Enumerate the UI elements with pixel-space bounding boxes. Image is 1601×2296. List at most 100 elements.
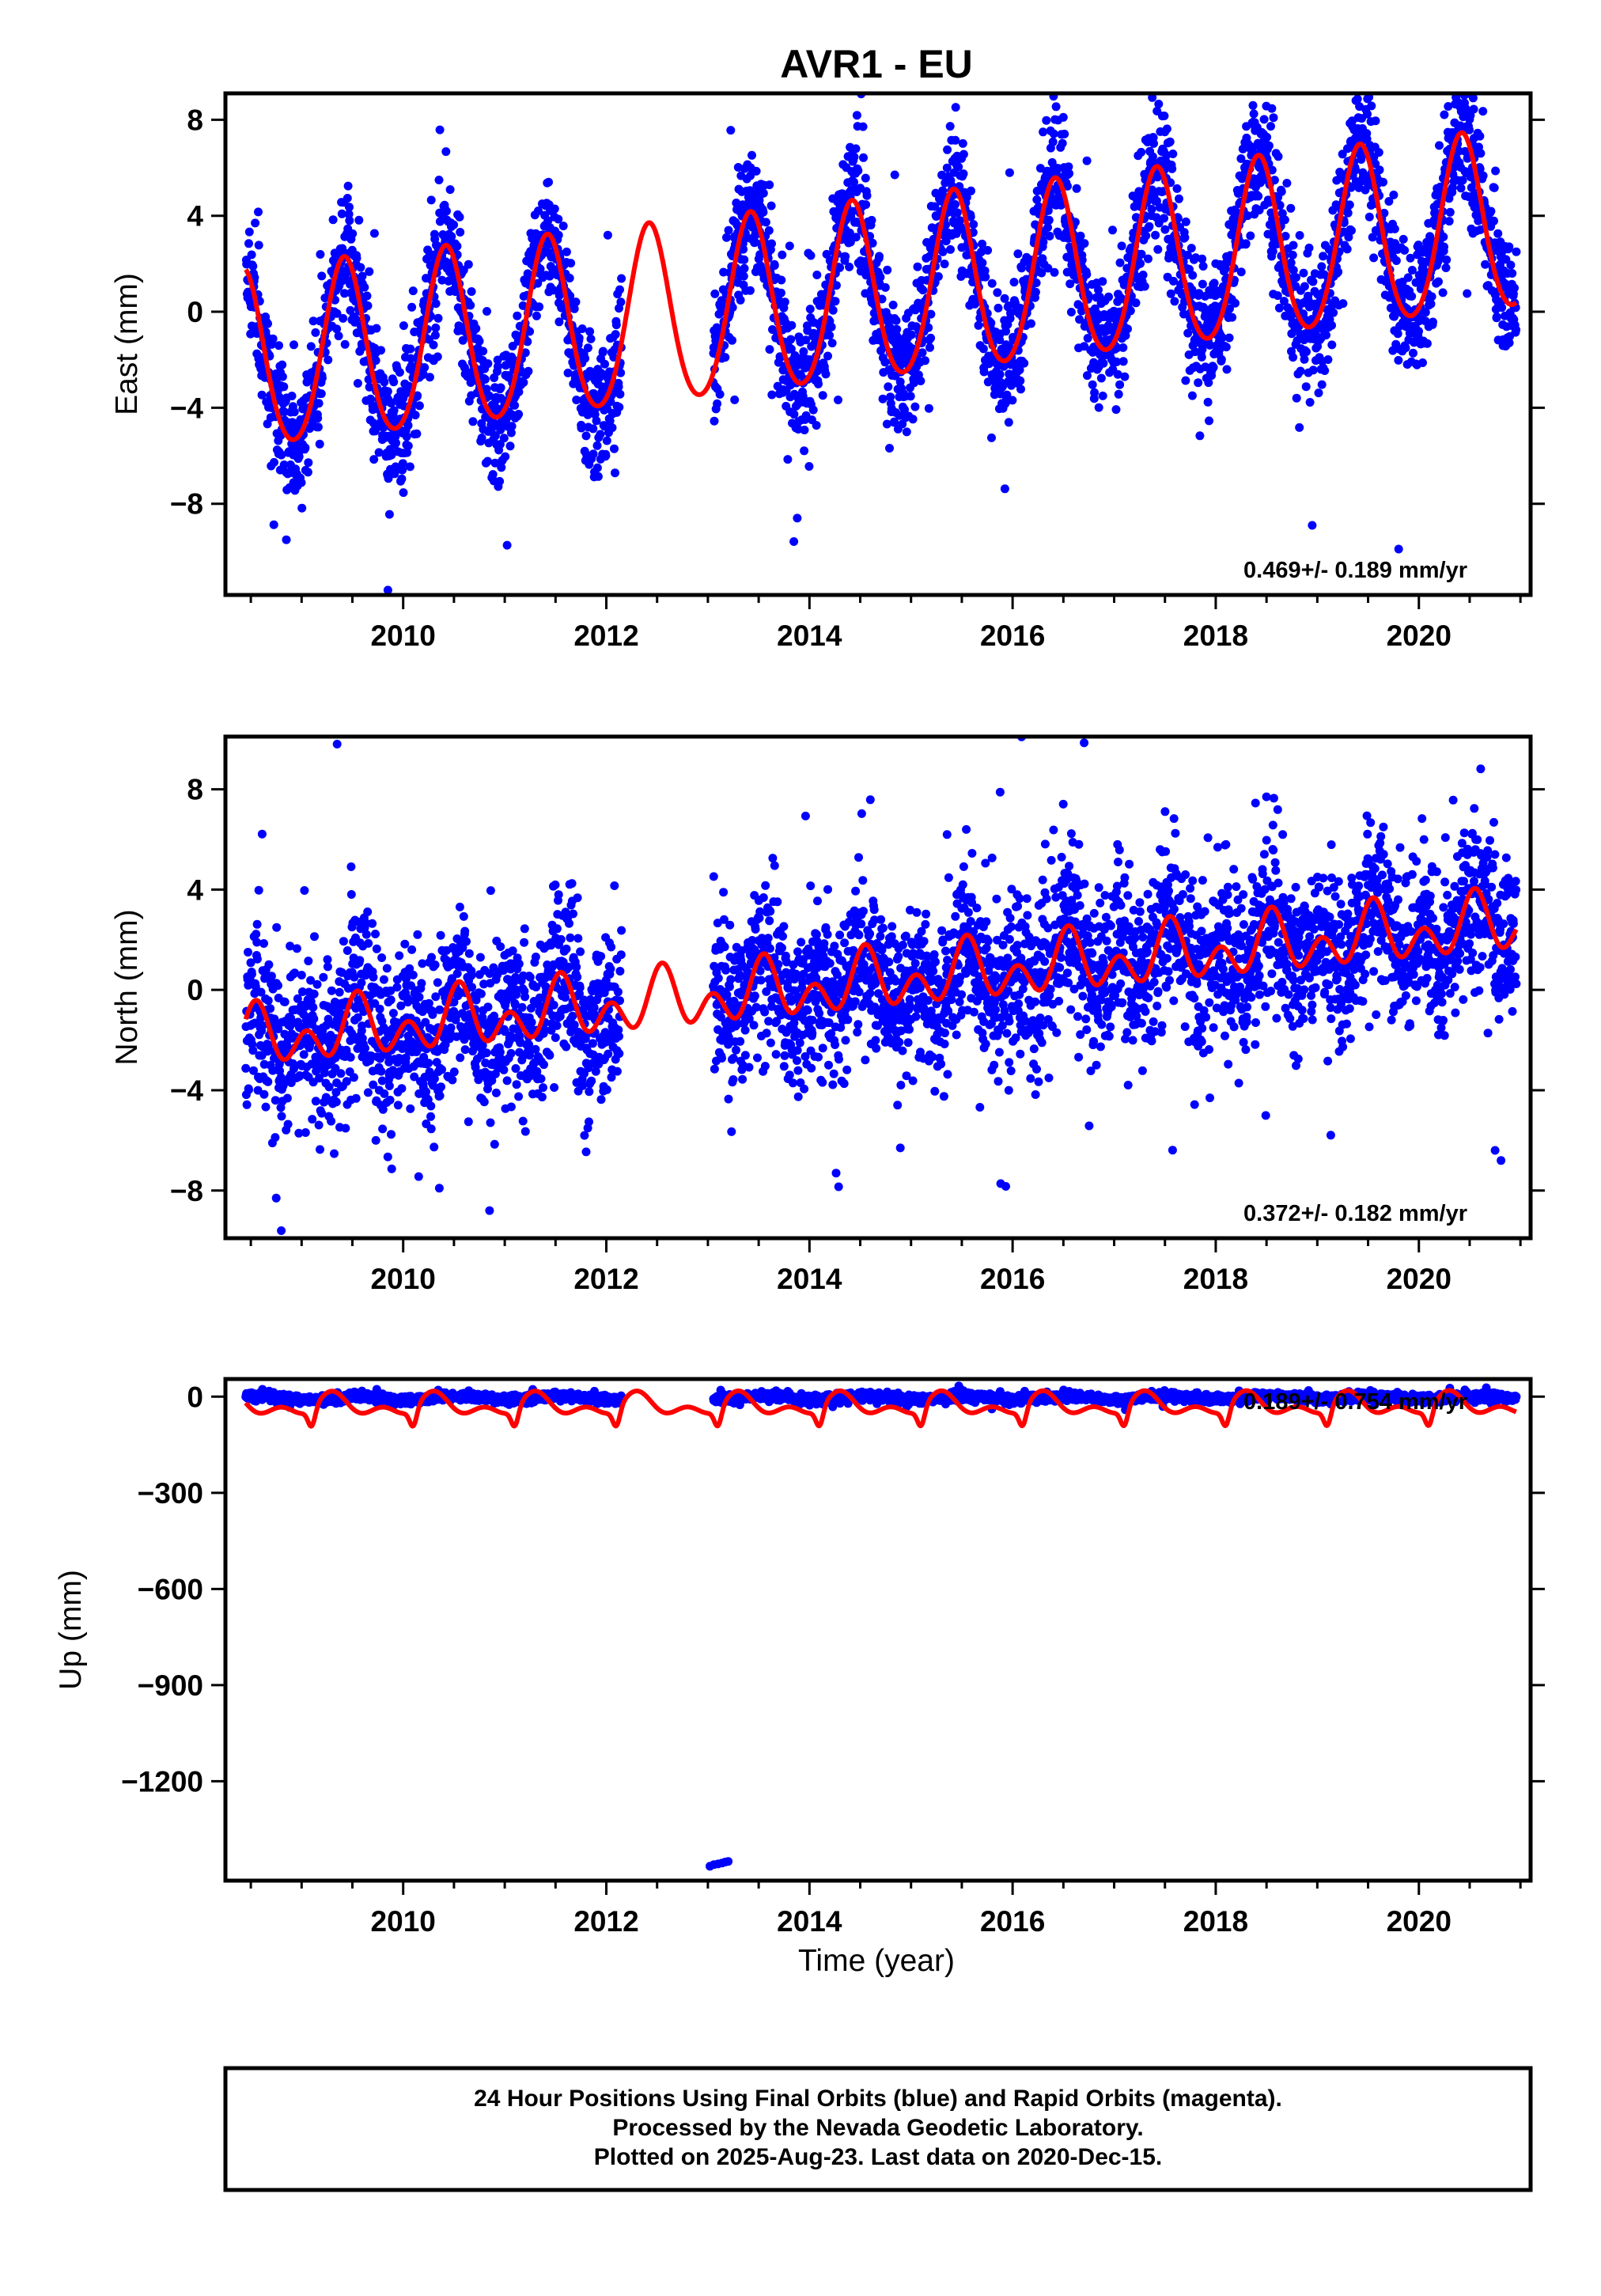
east-point xyxy=(1375,165,1384,175)
east-point xyxy=(1094,403,1103,412)
north-point xyxy=(259,939,268,948)
north-point xyxy=(272,923,282,932)
east-point xyxy=(497,463,506,472)
east-point xyxy=(1345,200,1354,210)
east-point xyxy=(399,488,408,498)
east-point xyxy=(610,444,619,453)
north-point xyxy=(448,1075,457,1085)
east-point xyxy=(1314,388,1323,398)
east-point xyxy=(586,334,596,343)
east-point xyxy=(1118,343,1128,352)
east-point xyxy=(1072,184,1081,193)
east-point xyxy=(398,465,407,475)
east-point xyxy=(761,218,770,227)
east-point xyxy=(1228,313,1237,322)
east-point xyxy=(244,239,253,248)
north-point xyxy=(371,930,380,938)
east-point xyxy=(611,330,620,339)
north-point xyxy=(414,992,424,1002)
east-point xyxy=(780,297,789,307)
north-point xyxy=(369,972,378,982)
north-point xyxy=(462,937,471,946)
east-point xyxy=(384,510,394,519)
east-point xyxy=(786,335,796,344)
east-point xyxy=(254,241,263,250)
east-point xyxy=(425,373,434,382)
north-point xyxy=(427,953,436,962)
east-point xyxy=(1051,102,1061,112)
east-point xyxy=(951,135,960,145)
north-point xyxy=(312,979,322,989)
east-point xyxy=(1009,278,1019,287)
north-point xyxy=(408,970,418,979)
east-point xyxy=(374,448,384,457)
east-point xyxy=(244,227,254,237)
east-point xyxy=(943,145,952,154)
y-tick-label: 4 xyxy=(187,200,203,233)
east-point xyxy=(1159,82,1168,91)
east-point xyxy=(1198,262,1208,271)
east-point xyxy=(1327,340,1337,350)
east-point xyxy=(471,324,481,333)
east-point xyxy=(581,431,591,441)
east-point xyxy=(1020,358,1029,368)
east-point xyxy=(371,356,380,366)
east-point xyxy=(1478,107,1488,116)
east-point xyxy=(1481,260,1490,269)
east-point xyxy=(890,170,899,180)
east-point xyxy=(852,111,861,120)
east-point xyxy=(974,320,983,330)
north-point xyxy=(517,1002,527,1012)
north-point xyxy=(371,1135,380,1145)
north-point xyxy=(309,989,319,998)
north-point xyxy=(384,1082,394,1090)
east-point xyxy=(1295,231,1304,240)
east-point xyxy=(589,449,598,459)
east-point xyxy=(485,391,494,400)
north-point xyxy=(308,1002,318,1012)
east-point xyxy=(490,431,500,441)
north-point xyxy=(452,969,462,978)
north-point xyxy=(483,1002,493,1012)
east-point xyxy=(1300,354,1309,364)
east-point xyxy=(828,305,838,315)
east-point xyxy=(263,419,272,429)
north-point xyxy=(490,1139,499,1149)
north-point xyxy=(252,919,262,929)
east-point xyxy=(395,368,404,377)
north-point xyxy=(486,886,495,896)
north-point xyxy=(406,1104,415,1113)
east-point xyxy=(1466,81,1474,89)
east-point xyxy=(520,348,530,358)
east-point xyxy=(1280,215,1289,225)
east-point xyxy=(354,215,364,225)
east-point xyxy=(544,177,553,187)
east-point xyxy=(1302,347,1311,357)
east-point xyxy=(1120,372,1130,381)
east-point xyxy=(426,195,436,205)
east-point xyxy=(876,272,885,282)
east-point xyxy=(611,320,621,330)
east-point xyxy=(1269,113,1278,123)
east-point xyxy=(805,305,815,314)
north-point xyxy=(388,1009,398,1018)
north-point xyxy=(297,971,306,979)
east-point xyxy=(251,218,260,228)
east-point xyxy=(767,239,776,248)
east-point xyxy=(343,181,353,191)
east-point xyxy=(825,331,835,340)
north-point xyxy=(324,1082,334,1092)
east-point xyxy=(891,316,901,325)
x-tick-label: 2016 xyxy=(980,619,1045,652)
north-point xyxy=(341,1123,350,1133)
east-point xyxy=(1459,68,1467,77)
north-point xyxy=(426,1112,435,1121)
north-point xyxy=(377,953,387,962)
north-point xyxy=(330,1149,339,1158)
north-point xyxy=(331,1097,341,1107)
east-point xyxy=(714,309,724,319)
north-point xyxy=(314,1120,324,1130)
east-point xyxy=(429,340,438,350)
east-point xyxy=(1347,225,1356,235)
east-point xyxy=(1114,389,1123,399)
